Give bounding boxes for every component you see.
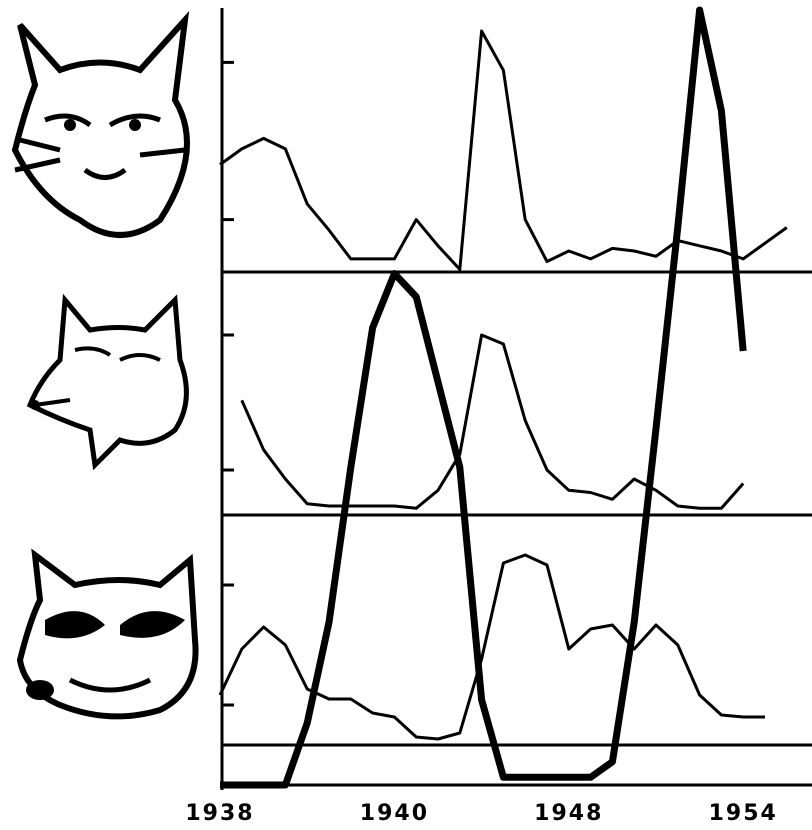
series-line [240,333,745,510]
x-tick-label: 1938 [185,801,254,826]
series-line [219,29,788,271]
plot-area: 1938 1940 1948 1954 [185,6,812,826]
lynx-head [11,10,190,238]
x-tick-label: 1954 [709,801,778,826]
x-tick-label: 1940 [360,801,429,826]
raccoon-head [16,548,199,720]
x-tick-label: 1948 [534,801,603,826]
series-line [218,553,765,741]
overlay-line [220,6,747,789]
fox-head [26,293,189,471]
animal-icons [11,10,199,720]
